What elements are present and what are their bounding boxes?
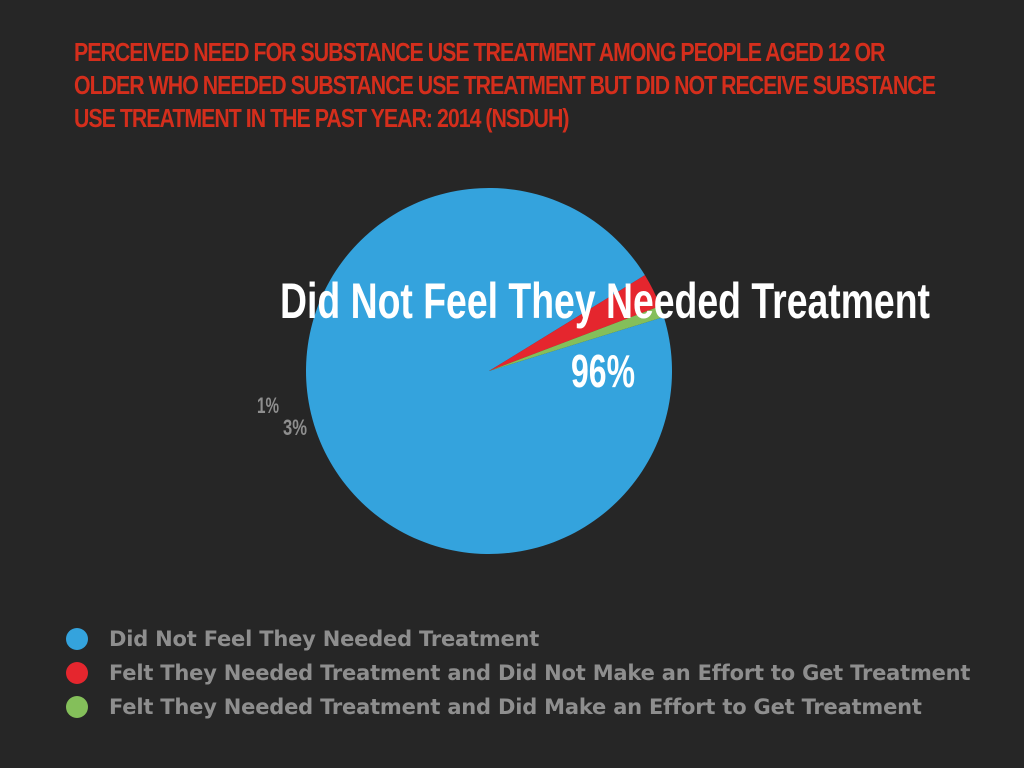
chart-title-line-2: OLDER WHO NEEDED SUBSTANCE USE TREATMENT… [74, 70, 936, 100]
slice-value-label-1: 1% [257, 393, 279, 418]
legend-item-did-not-feel-needed: Did Not Feel They Needed Treatment [66, 622, 970, 656]
legend-marker-blue [66, 628, 88, 650]
pie-slice-did-not-feel-needed [306, 188, 673, 554]
legend-label: Did Not Feel They Needed Treatment [109, 627, 540, 651]
legend-item-felt-needed-no-effort: Felt They Needed Treatment and Did Not M… [66, 656, 970, 690]
slice-value-label-96: 96% [571, 345, 635, 397]
pie-slices [306, 188, 673, 554]
chart-title-line-3: USE TREATMENT IN THE PAST YEAR: 2014 (NS… [74, 103, 569, 133]
chart-legend: Did Not Feel They Needed Treatment Felt … [66, 622, 970, 724]
chart-title-line-1: PERCEIVED NEED FOR SUBSTANCE USE TREATME… [74, 37, 885, 67]
slice-value-label-3: 3% [283, 415, 307, 440]
legend-item-felt-needed-made-effort: Felt They Needed Treatment and Did Make … [66, 690, 970, 724]
legend-marker-green [66, 696, 88, 718]
pie-slice-felt-needed-made-effort [489, 306, 664, 371]
legend-label: Felt They Needed Treatment and Did Make … [109, 695, 922, 719]
pie-slice-felt-needed-no-effort [489, 275, 661, 371]
slice-name-label: Did Not Feel They Needed Treatment [280, 273, 930, 329]
legend-label: Felt They Needed Treatment and Did Not M… [109, 661, 971, 685]
legend-marker-red [66, 662, 88, 684]
chart-title: PERCEIVED NEED FOR SUBSTANCE USE TREATME… [74, 36, 936, 135]
